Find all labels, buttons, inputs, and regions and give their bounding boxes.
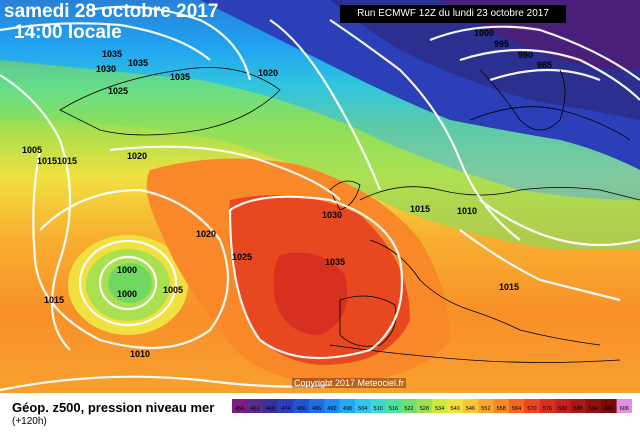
weather-map <box>0 0 640 393</box>
scale-label: 600 <box>604 406 613 412</box>
scale-label: 540 <box>450 406 459 412</box>
scale-label: 516 <box>389 406 398 412</box>
scale-swatch <box>232 399 248 413</box>
scale-label: 456 <box>235 406 244 412</box>
scale-swatch <box>324 399 340 413</box>
scale-label: 588 <box>574 406 583 412</box>
scale-swatch <box>585 399 602 413</box>
scale-swatch <box>478 399 494 413</box>
scale-label: 534 <box>435 406 444 412</box>
scale-label: 528 <box>420 406 429 412</box>
scale-label: 480 <box>297 406 306 412</box>
scale-label: 462 <box>250 406 259 412</box>
scale-swatch <box>385 399 402 413</box>
isobar-label: 1015 <box>57 156 78 166</box>
isobar-label: 985 <box>537 60 553 70</box>
isobar-label: 1030 <box>322 210 343 220</box>
isobar-label: 1010 <box>130 349 151 359</box>
scale-swatch <box>555 399 571 413</box>
scale-swatch <box>462 399 479 413</box>
scale-swatch <box>601 399 617 413</box>
caption-subtitle: (+120h) <box>12 416 47 427</box>
isobar-label: 1020 <box>258 68 279 78</box>
caption-title: Géop. z500, pression niveau mer <box>12 400 215 415</box>
scale-swatch <box>524 399 540 413</box>
scale-swatch <box>570 399 587 413</box>
scale-swatch <box>278 399 294 413</box>
scale-label: 474 <box>281 406 290 412</box>
scale-label: 552 <box>481 406 490 412</box>
isobar-label: 1015 <box>410 204 431 214</box>
isobar-label: 1035 <box>128 58 149 68</box>
scale-swatch <box>616 399 632 413</box>
scale-swatch <box>432 399 448 413</box>
run-info: Run ECMWF 12Z du lundi 23 octobre 2017 <box>340 5 566 23</box>
isobar-label: 995 <box>494 39 510 49</box>
isobar-label: 1010 <box>457 206 478 216</box>
isobar-label: 1020 <box>196 229 217 239</box>
scale-label: 468 <box>266 406 275 412</box>
isobar-label: 1015 <box>44 295 65 305</box>
scale-swatch <box>539 399 556 413</box>
scale-label: 606 <box>620 406 629 412</box>
isobar-label: 1025 <box>108 86 129 96</box>
scale-swatch <box>401 399 417 413</box>
isobar-label: 1020 <box>127 151 148 161</box>
map-time: 14:00 locale <box>14 22 122 43</box>
scale-label: 510 <box>374 406 383 412</box>
scale-swatch <box>355 399 371 413</box>
scale-label: 486 <box>312 406 321 412</box>
scale-swatch <box>416 399 433 413</box>
color-scale: 456 462 468 474 480 486 492 498 504 510 516 522 528 5… <box>232 399 632 413</box>
isobar-label: 1030 <box>96 64 117 74</box>
scale-swatch <box>293 399 310 413</box>
scale-label: 504 <box>358 406 367 412</box>
isobar-label: 1025 <box>232 252 253 262</box>
scale-swatch <box>308 399 325 413</box>
scale-label: 594 <box>589 406 598 412</box>
isobar-label: 1035 <box>325 257 346 267</box>
map-date: samedi 28 octobre 2017 <box>4 1 219 22</box>
scale-swatch <box>370 399 387 413</box>
isobar-label: 990 <box>518 50 534 60</box>
isobar-label: 1005 <box>22 145 43 155</box>
scale-swatch <box>262 399 279 413</box>
scale-label: 564 <box>512 406 521 412</box>
scale-label: 546 <box>466 406 475 412</box>
scale-label: 498 <box>343 406 352 412</box>
scale-label: 522 <box>404 406 413 412</box>
scale-swatch <box>508 399 525 413</box>
isobar-label: 1000 <box>117 265 138 275</box>
isobar-label: 1005 <box>163 285 184 295</box>
scale-swatch <box>493 399 510 413</box>
scale-swatch <box>339 399 356 413</box>
scale-label: 582 <box>558 406 567 412</box>
copyright: Copyright 2017 Meteociel.fr <box>292 378 407 388</box>
scale-swatch <box>247 399 264 413</box>
isobar-label: 1035 <box>102 49 123 59</box>
isobar-label: 1015 <box>37 156 58 166</box>
isobar-label: 1000 <box>117 289 138 299</box>
scale-label: 570 <box>527 406 536 412</box>
isobar-label: 1015 <box>499 282 520 292</box>
scale-label: 492 <box>327 406 336 412</box>
scale-swatch <box>447 399 464 413</box>
isobar-label: 1000 <box>474 28 495 38</box>
scale-label: 558 <box>497 406 506 412</box>
isobar-label: 1035 <box>170 72 191 82</box>
scale-label: 576 <box>543 406 552 412</box>
